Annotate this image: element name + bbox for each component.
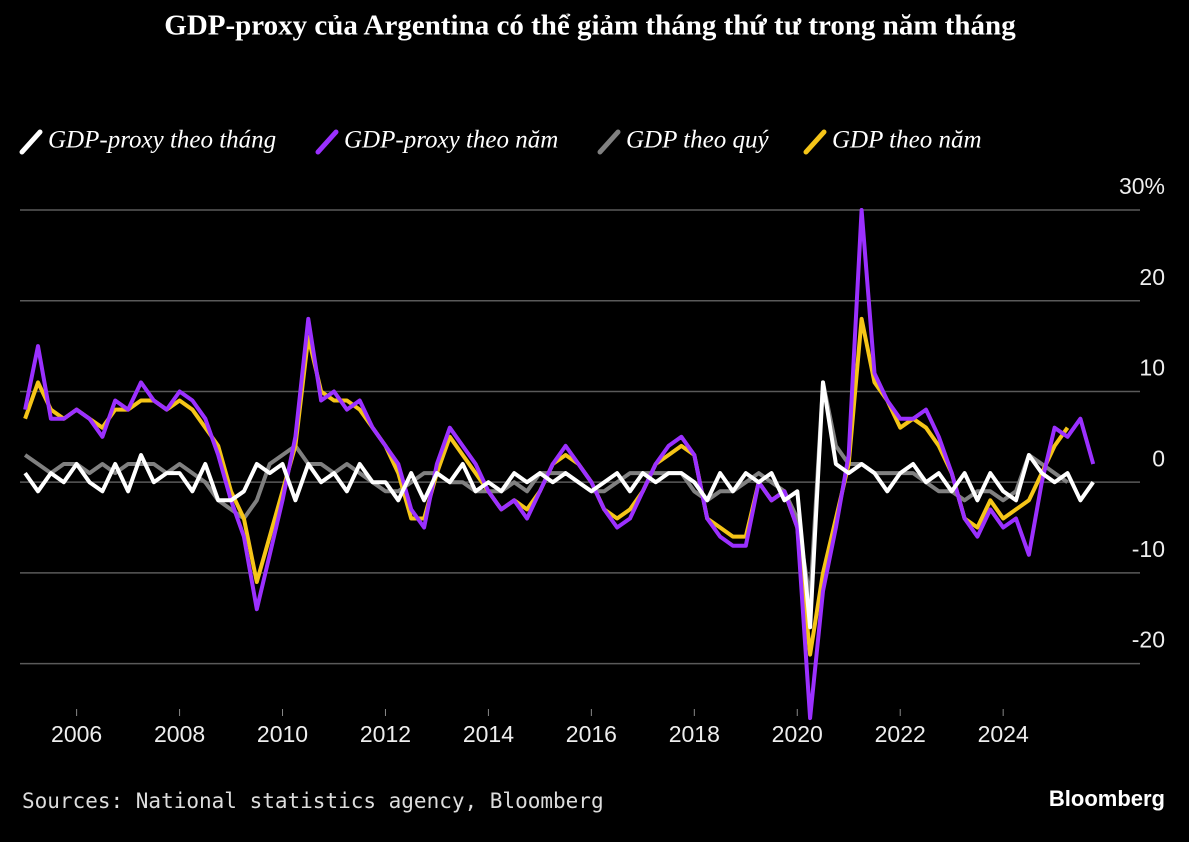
x-tick-label: 2016 — [566, 721, 617, 747]
x-tick-label: 2010 — [257, 721, 308, 747]
y-tick-label: -10 — [1132, 536, 1165, 562]
series-line — [23, 316, 1070, 657]
source: Sources: National statistics agency, Blo… — [22, 789, 604, 813]
legend-marker — [19, 129, 43, 155]
y-tick-label: 0 — [1152, 445, 1165, 471]
series-line — [23, 380, 1069, 603]
x-tick-label: 2024 — [978, 721, 1029, 747]
x-tick-label: 2008 — [154, 721, 205, 747]
y-tick-label: -20 — [1132, 627, 1165, 653]
y-tick-label: 20 — [1139, 264, 1165, 290]
x-tick-label: 2014 — [463, 721, 514, 747]
y-tick-label: 30% — [1119, 173, 1165, 199]
x-tick-label: 2022 — [875, 721, 926, 747]
legend-marker — [803, 129, 827, 155]
x-tick-label: 2018 — [669, 721, 720, 747]
credit: Bloomberg — [1049, 786, 1165, 811]
legend-label: GDP-proxy theo năm — [344, 127, 558, 154]
chart-title: GDP-proxy của Argentina có thể giảm thán… — [164, 10, 1016, 42]
legend-marker — [315, 129, 339, 155]
series-line — [23, 380, 1095, 630]
x-tick-label: 2006 — [51, 721, 102, 747]
legend-label: GDP-proxy theo tháng — [48, 127, 276, 154]
legend-label: GDP theo năm — [832, 127, 982, 154]
y-tick-label: 10 — [1139, 355, 1165, 381]
legend-marker — [597, 129, 621, 155]
series-line — [23, 208, 1096, 721]
legend-label: GDP theo quý — [626, 127, 769, 154]
x-tick-label: 2020 — [772, 721, 823, 747]
x-tick-label: 2012 — [360, 721, 411, 747]
